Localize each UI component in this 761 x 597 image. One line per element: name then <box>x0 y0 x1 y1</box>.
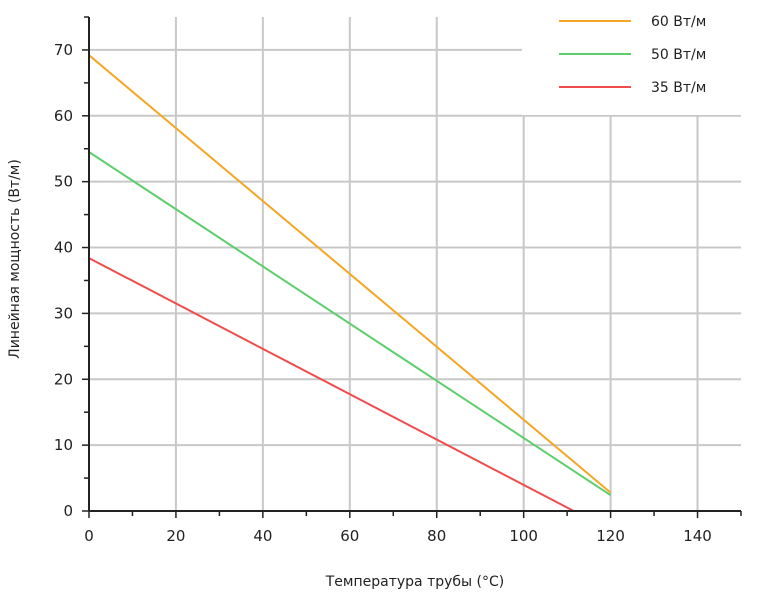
legend-label: 35 Вт/м <box>651 80 706 96</box>
legend-background <box>522 0 761 115</box>
x-tick-label: 40 <box>253 527 272 545</box>
legend-label: 60 Вт/м <box>651 14 706 30</box>
x-tick-label: 100 <box>509 527 538 545</box>
y-tick-label: 60 <box>54 107 73 125</box>
series-line <box>88 151 612 497</box>
series-line <box>88 54 612 494</box>
y-tick-label: 40 <box>54 239 73 257</box>
x-tick-label: 60 <box>340 527 359 545</box>
legend-label: 50 Вт/м <box>651 47 706 63</box>
y-tick-label: 20 <box>54 370 73 388</box>
series-lines <box>88 54 612 512</box>
x-tick-label: 120 <box>596 527 625 545</box>
x-axis-title: Температура трубы (°C) <box>325 574 504 590</box>
x-tick-label: 140 <box>683 527 712 545</box>
series-line <box>88 257 575 512</box>
x-tick-label: 0 <box>84 527 94 545</box>
x-tick-label: 80 <box>427 527 446 545</box>
x-tick-label: 20 <box>166 527 185 545</box>
y-tick-label: 10 <box>54 436 73 454</box>
legend: 60 Вт/м 50 Вт/м 35 Вт/м <box>522 0 761 115</box>
y-tick-label: 30 <box>54 304 73 322</box>
y-tick-label: 0 <box>63 502 73 520</box>
axes <box>82 16 742 518</box>
y-tick-label: 50 <box>54 173 73 191</box>
tick-labels: 0 20 40 60 80 100 120 140 0 10 20 30 40 50 60 70 <box>54 41 712 545</box>
y-axis-title: Линейная мощность (Вт/м) <box>7 159 23 359</box>
y-tick-label: 70 <box>54 41 73 59</box>
